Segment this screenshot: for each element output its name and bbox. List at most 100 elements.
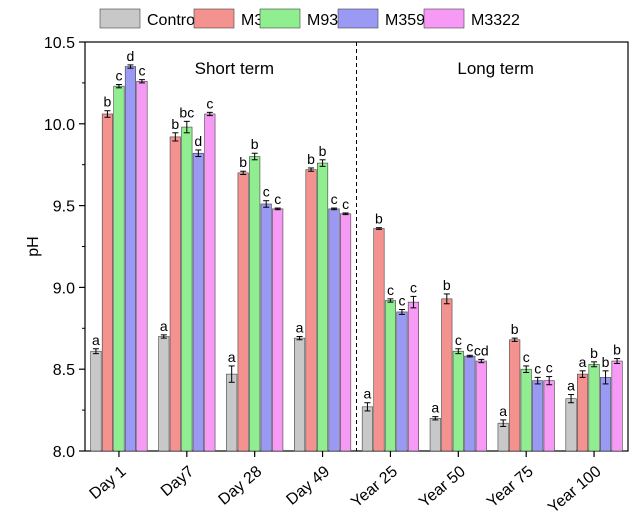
legend-swatch	[337, 8, 379, 29]
y-axis-label: pH	[25, 236, 42, 256]
legend-label: M359	[385, 12, 425, 29]
legend-swatch	[259, 8, 301, 29]
significance-letter: a	[296, 319, 304, 335]
significance-letter: c	[466, 338, 473, 354]
x-tick-label: Day 28	[215, 463, 265, 509]
significance-letter: b	[602, 354, 610, 370]
bar	[305, 169, 317, 452]
bar	[588, 363, 600, 452]
x-tick-label: Day7	[158, 463, 198, 500]
significance-letter: a	[499, 403, 507, 419]
bar	[600, 377, 612, 452]
bar	[384, 300, 396, 452]
significance-letter: a	[228, 349, 236, 365]
significance-letter: b	[613, 342, 621, 358]
x-tick-label: Day 1	[87, 463, 130, 503]
significance-letter: c	[523, 349, 530, 365]
bar	[509, 339, 521, 452]
y-tick-label: 10.0	[44, 117, 75, 134]
x-tick-label: Year 50	[416, 463, 469, 511]
bar	[464, 355, 476, 452]
significance-letter: c	[410, 279, 417, 295]
y-tick-label: 9.5	[53, 199, 75, 216]
bar	[532, 380, 544, 452]
significance-letter: a	[431, 400, 439, 416]
significance-letter: a	[160, 318, 168, 334]
bar	[237, 172, 249, 452]
significance-letter: b	[251, 136, 259, 152]
bar	[192, 152, 204, 452]
bar	[429, 417, 441, 452]
bar	[226, 373, 238, 452]
x-tick-label: Year 25	[348, 463, 401, 511]
bar	[158, 336, 170, 452]
significance-letter: bc	[179, 104, 194, 120]
significance-letter: d	[127, 48, 135, 64]
y-tick-label: 9.0	[53, 280, 75, 297]
significance-letter: b	[239, 154, 247, 170]
x-axis-ticks: Day 1 Day7 Day 28 Day 49 Year 25 Year 50 Year …	[87, 451, 605, 517]
bar	[396, 311, 408, 452]
bar	[441, 298, 453, 452]
bar	[272, 208, 284, 452]
significance-letter: c	[138, 63, 145, 79]
bar	[181, 126, 193, 452]
legend-swatch	[99, 8, 141, 29]
significance-letter: a	[567, 378, 575, 394]
significance-letter: a	[579, 354, 587, 370]
significance-letter: a	[92, 332, 100, 348]
significance-letter: cd	[474, 342, 489, 358]
bar	[113, 85, 125, 452]
bar	[260, 203, 272, 452]
bar	[90, 350, 102, 452]
bar	[249, 156, 261, 452]
bar	[317, 162, 329, 452]
bar	[101, 113, 113, 452]
bar	[340, 213, 352, 452]
x-tick-label: Day 49	[283, 463, 333, 509]
significance-letter: b	[590, 345, 598, 361]
bar	[475, 360, 487, 452]
y-tick-label: 8.5	[53, 362, 75, 379]
legend-label: Control	[147, 12, 199, 29]
significance-letter: d	[194, 133, 202, 149]
bar	[497, 422, 509, 452]
x-tick-label: Year 75	[484, 463, 537, 511]
legend-label: M93	[307, 12, 338, 29]
bar	[169, 136, 181, 452]
significance-letter: c	[342, 196, 349, 212]
significance-letter: a	[364, 386, 372, 402]
significance-letter: b	[443, 277, 451, 293]
legend-swatch	[423, 8, 465, 29]
significance-letter: c	[274, 191, 281, 207]
section-label-short-term: Short term	[195, 59, 274, 78]
bar	[361, 406, 373, 452]
legend-label: M3322	[471, 12, 520, 29]
significance-letter: b	[375, 211, 383, 227]
bar	[452, 350, 464, 452]
bar	[611, 360, 623, 452]
bar	[373, 228, 385, 452]
significance-letter: c	[115, 68, 122, 84]
bar	[543, 380, 555, 452]
significance-letter: b	[104, 94, 112, 110]
y-tick-label: 10.5	[44, 35, 75, 52]
significance-letter: c	[455, 332, 462, 348]
bar	[136, 80, 148, 452]
significance-letter: b	[511, 321, 519, 337]
chart-legend: Control M33 M93 M359 M3322	[99, 8, 520, 29]
bar	[328, 208, 340, 452]
significance-letter: c	[206, 95, 213, 111]
bar	[577, 373, 589, 452]
significance-letter: b	[171, 116, 179, 132]
bar	[294, 337, 306, 452]
significance-letter: b	[319, 143, 327, 159]
significance-letter: c	[263, 184, 270, 200]
bar	[565, 398, 577, 452]
legend-swatch	[193, 8, 235, 29]
bar	[204, 113, 216, 452]
significance-letter: c	[546, 360, 553, 376]
bar	[124, 66, 136, 452]
